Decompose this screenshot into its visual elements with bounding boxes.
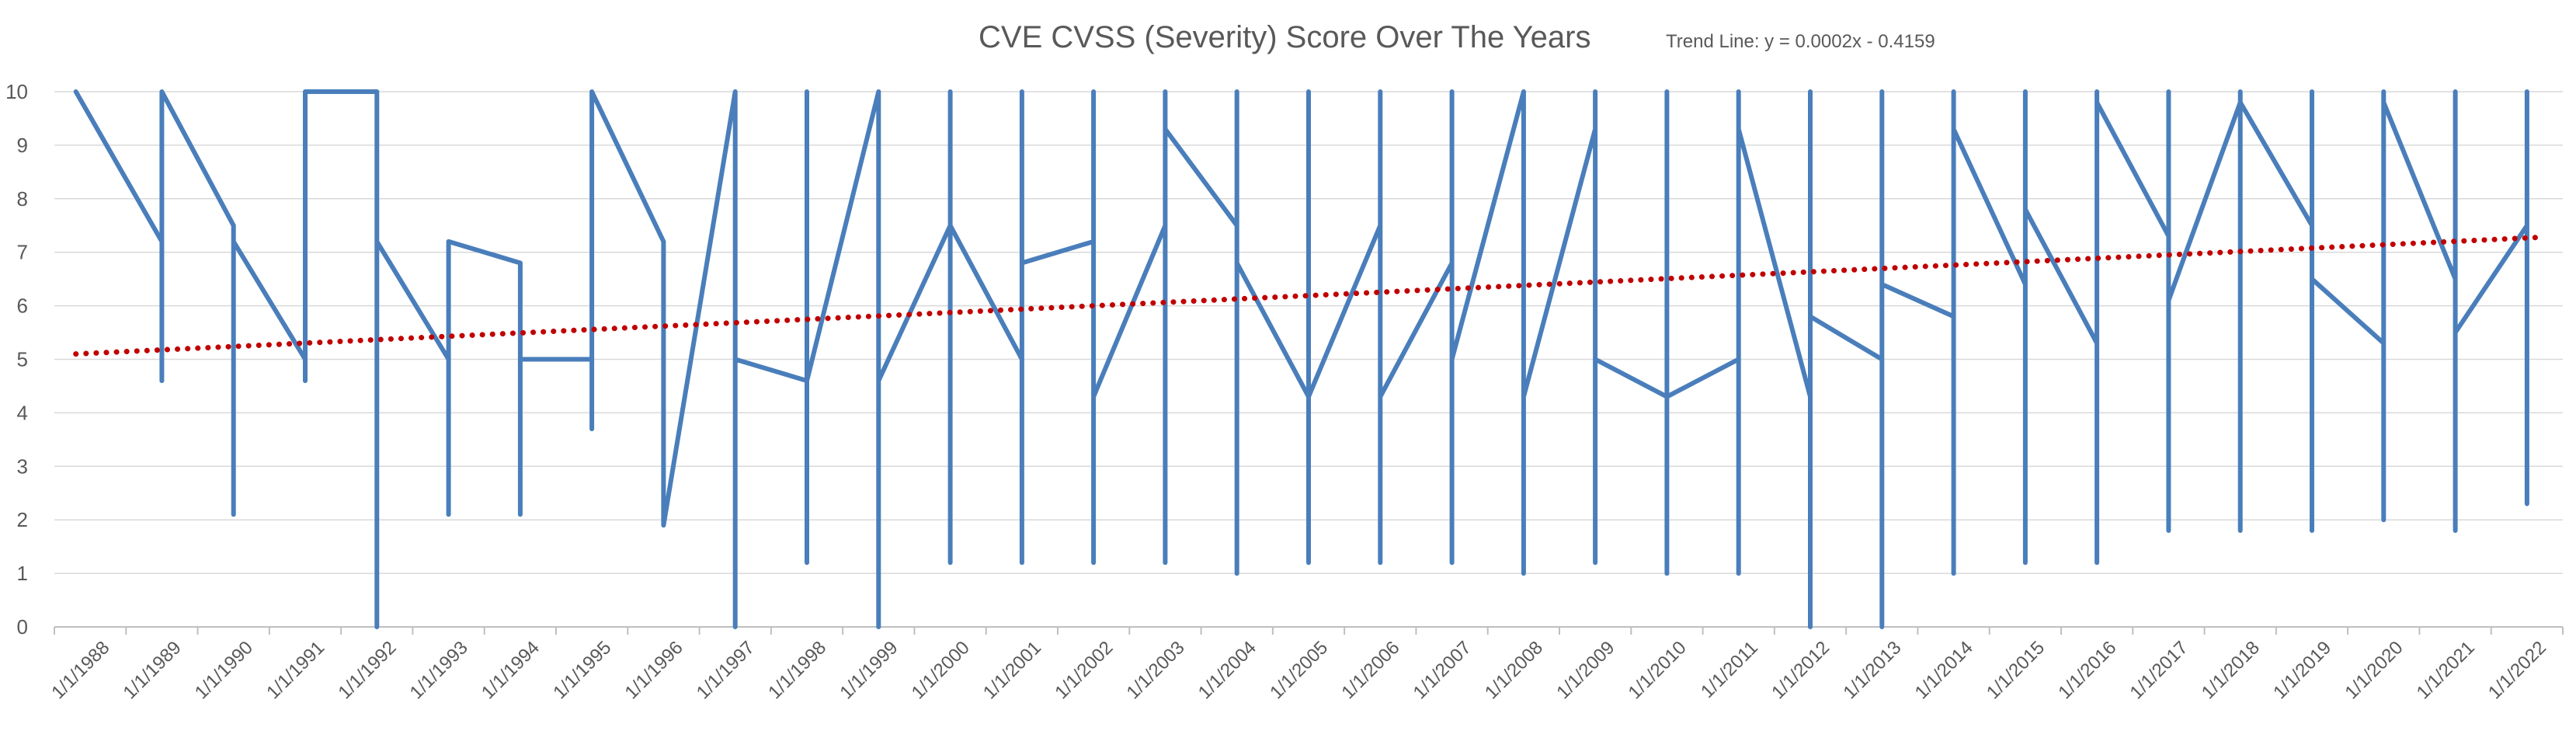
y-tick-label-9: 9	[17, 134, 28, 157]
x-tick-label-1/1/1999: 1/1/1999	[836, 637, 902, 703]
x-tick-label-1/1/2012: 1/1/2012	[1768, 637, 1834, 703]
x-tick-label-1/1/1989: 1/1/1989	[120, 637, 186, 703]
x-tick-label-1/1/2004: 1/1/2004	[1194, 637, 1260, 703]
x-tick-label-1/1/2009: 1/1/2009	[1552, 637, 1618, 703]
x-tick-label-1/1/1996: 1/1/1996	[621, 637, 687, 703]
x-tick-label-1/1/1991: 1/1/1991	[262, 637, 329, 703]
x-tick-label-1/1/2013: 1/1/2013	[1839, 637, 1905, 703]
x-tick-label-1/1/1990: 1/1/1990	[191, 637, 257, 703]
y-tick-label-8: 8	[17, 187, 28, 211]
x-tick-label-1/1/2001: 1/1/2001	[979, 637, 1045, 703]
y-tick-label-1: 1	[17, 562, 28, 585]
x-tick-label-1/1/1992: 1/1/1992	[334, 637, 400, 703]
y-tick-label-2: 2	[17, 508, 28, 531]
x-tick-label-1/1/2000: 1/1/2000	[908, 637, 974, 703]
x-tick-label-1/1/2014: 1/1/2014	[1911, 637, 1977, 703]
chart-title: CVE CVSS (Severity) Score Over The Years	[979, 20, 1591, 54]
y-tick-label-10: 10	[5, 80, 28, 103]
x-tick-label-1/1/2020: 1/1/2020	[2341, 637, 2407, 703]
x-tick-label-1/1/2022: 1/1/2022	[2484, 637, 2550, 703]
y-tick-label-6: 6	[17, 294, 28, 318]
x-tick-label-1/1/1988: 1/1/1988	[47, 637, 113, 703]
x-tick-label-1/1/1997: 1/1/1997	[693, 637, 759, 703]
x-tick-label-1/1/2005: 1/1/2005	[1266, 637, 1332, 703]
x-tick-label-1/1/1995: 1/1/1995	[549, 637, 615, 703]
x-tick-label-1/1/1998: 1/1/1998	[764, 637, 830, 703]
y-tick-label-7: 7	[17, 241, 28, 264]
x-tick-label-1/1/2011: 1/1/2011	[1697, 637, 1762, 702]
y-tick-label-0: 0	[17, 615, 28, 639]
y-tick-label-4: 4	[17, 401, 28, 424]
x-tick-label-1/1/2003: 1/1/2003	[1123, 637, 1189, 703]
trend-line	[73, 234, 2544, 357]
x-tick-label-1/1/2002: 1/1/2002	[1051, 637, 1117, 703]
x-tick-label-1/1/2007: 1/1/2007	[1410, 637, 1476, 703]
series-line-0	[73, 89, 2529, 629]
x-tick-label-1/1/1994: 1/1/1994	[478, 637, 544, 703]
x-tick-label-1/1/2006: 1/1/2006	[1337, 637, 1403, 703]
x-tick-label-1/1/2016: 1/1/2016	[2054, 637, 2120, 703]
x-tick-label-1/1/2017: 1/1/2017	[2126, 637, 2192, 703]
x-tick-label-1/1/2010: 1/1/2010	[1625, 637, 1691, 703]
x-tick-label-1/1/1993: 1/1/1993	[406, 637, 472, 703]
trend-line-annotation: Trend Line: y = 0.0002x - 0.4159	[1666, 31, 1935, 52]
x-tick-label-1/1/2015: 1/1/2015	[1983, 637, 2049, 703]
x-tick-label-1/1/2008: 1/1/2008	[1481, 637, 1547, 703]
x-tick-label-1/1/2018: 1/1/2018	[2198, 637, 2264, 703]
x-tick-label-1/1/2021: 1/1/2021	[2413, 637, 2479, 703]
x-tick-label-1/1/2019: 1/1/2019	[2269, 637, 2335, 703]
y-tick-label-5: 5	[17, 348, 28, 371]
y-tick-label-3: 3	[17, 454, 28, 478]
